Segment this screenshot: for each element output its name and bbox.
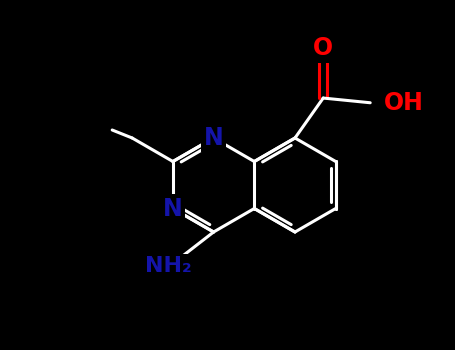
Text: N: N (204, 126, 223, 150)
Text: OH: OH (384, 91, 424, 115)
Text: O: O (313, 36, 333, 61)
Text: N: N (163, 196, 183, 220)
Text: NH₂: NH₂ (145, 256, 191, 276)
